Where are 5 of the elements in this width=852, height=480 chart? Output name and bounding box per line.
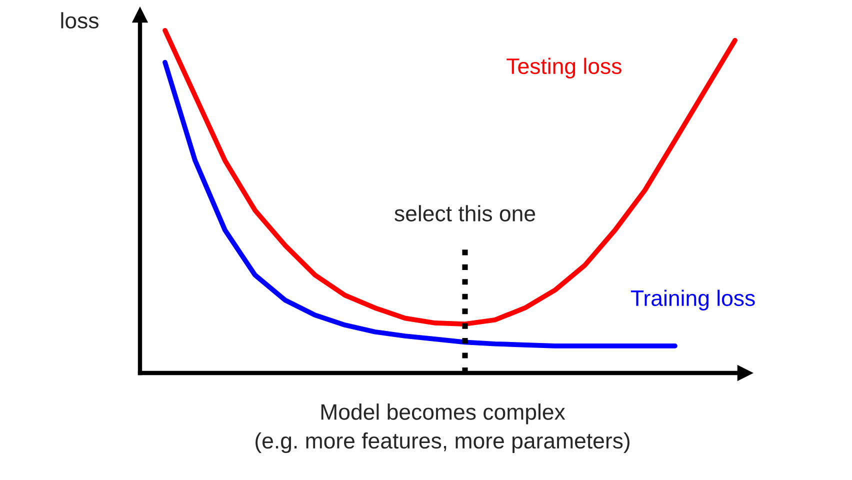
series-label: Training loss: [630, 290, 755, 310]
y-axis-title: loss: [61, 12, 98, 29]
x-axis-title: Model becomes complex (e.g. more features, more parameters): [256, 404, 630, 454]
text: Testing loss: [506, 58, 622, 78]
annotation: select this one: [394, 205, 536, 222]
